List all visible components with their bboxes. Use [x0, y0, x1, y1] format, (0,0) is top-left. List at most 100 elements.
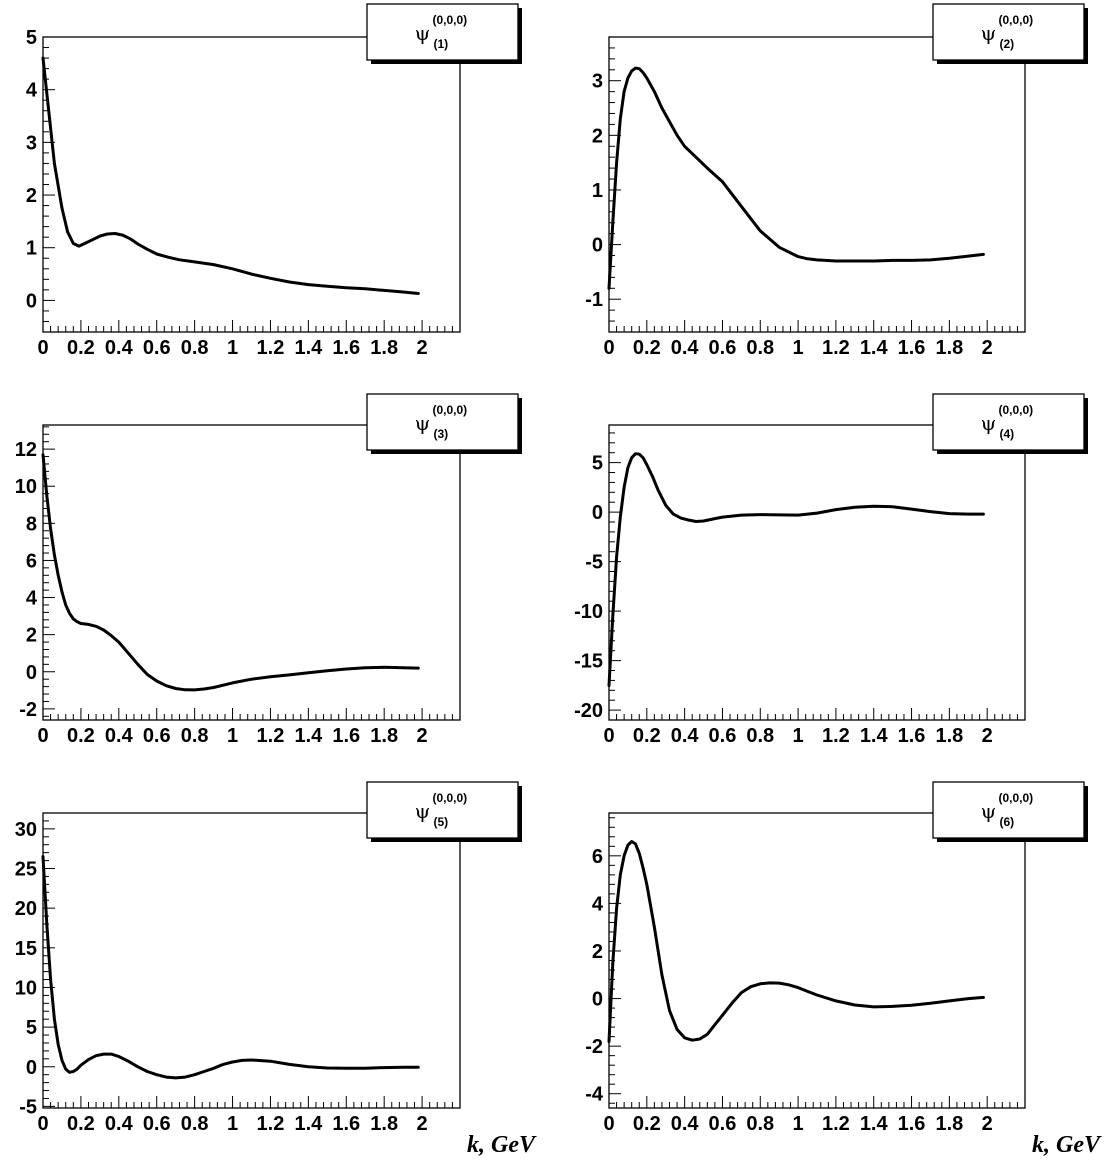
y-tick-label: 3	[26, 132, 37, 154]
legend-subscript: (4)	[1000, 427, 1015, 441]
legend-box	[932, 393, 1085, 451]
x-tick-label: 1	[793, 1113, 804, 1135]
x-tick-label: 0.4	[671, 725, 700, 747]
y-tick-label: 0	[26, 290, 37, 312]
x-tick-label: 0.8	[746, 725, 774, 747]
y-tick-label: 15	[15, 938, 37, 960]
x-tick-label: 0.6	[709, 1113, 737, 1135]
x-tick-label: 0.8	[181, 725, 209, 747]
x-tick-label: 0	[603, 1113, 614, 1135]
x-tick-label: 2	[982, 337, 993, 359]
legend-symbol: ψ	[981, 411, 997, 435]
x-tick-label: 0.8	[746, 337, 774, 359]
series-line	[607, 452, 985, 687]
x-tick-label: 2	[417, 725, 428, 747]
y-tick-label: 4	[592, 893, 604, 915]
x-axis-title: k, GeV	[467, 1132, 537, 1158]
y-tick-label: -15	[574, 651, 603, 673]
y-tick-label: 0	[26, 1057, 37, 1079]
x-tick-label: 1.6	[332, 725, 360, 747]
y-tick-label: 25	[15, 859, 37, 881]
legend-symbol: ψ	[981, 21, 997, 45]
x-tick-label: 0.6	[143, 337, 171, 359]
legend-superscript: (0,0,0)	[999, 403, 1034, 417]
y-tick-label: 12	[15, 439, 37, 461]
x-tick-label: 0.6	[709, 337, 737, 359]
y-tick-label: 6	[26, 550, 37, 572]
legend: ψ(0,0,0) (2)	[932, 3, 1088, 64]
y-tick-label: 20	[15, 898, 37, 920]
x-tick-label: 2	[417, 337, 428, 359]
x-tick-label: 1.8	[370, 1113, 398, 1135]
legend-superscript: (0,0,0)	[999, 13, 1034, 27]
legend: ψ(0,0,0) (4)	[932, 393, 1088, 454]
y-tick-label: -2	[585, 1036, 603, 1058]
x-tick-label: 0.2	[633, 337, 661, 359]
y-tick-label: 8	[26, 513, 37, 535]
x-tick-label: 1.4	[860, 1113, 889, 1135]
plot-frame	[42, 36, 461, 333]
legend-box	[932, 781, 1085, 839]
x-tick-label: 2	[982, 725, 993, 747]
x-tick-label: 0.2	[67, 725, 95, 747]
y-tick-label: 5	[592, 453, 603, 475]
legend-superscript: (0,0,0)	[433, 403, 468, 417]
x-tick-label: 0.4	[671, 337, 700, 359]
legend: ψ(0,0,0) (6)	[932, 781, 1088, 842]
y-tick-label: -4	[585, 1084, 604, 1106]
series-line	[41, 855, 420, 1080]
y-tick-label: 2	[26, 625, 37, 647]
x-tick-label: 0.8	[181, 337, 209, 359]
y-tick-label: 1	[592, 180, 603, 202]
series-line	[607, 66, 985, 290]
legend-subscript: (3)	[434, 427, 449, 441]
y-tick-label: 0	[592, 235, 603, 257]
series-line	[607, 840, 985, 1043]
legend-symbol: ψ	[415, 411, 431, 435]
x-tick-label: 0.8	[746, 1113, 774, 1135]
x-tick-label: 1.2	[822, 1113, 850, 1135]
legend-subscript: (2)	[1000, 37, 1015, 51]
y-tick-label: 0	[592, 502, 603, 524]
plot-frame	[608, 424, 1026, 721]
y-tick-label: -20	[574, 700, 603, 722]
x-tick-label: 1.2	[822, 725, 850, 747]
legend-subscript: (1)	[434, 37, 449, 51]
y-tick-label: -5	[19, 1096, 37, 1118]
legend: ψ(0,0,0) (5)	[366, 781, 522, 842]
x-tick-label: 1	[227, 337, 238, 359]
x-tick-label: 1.8	[935, 1113, 963, 1135]
x-tick-label: 0.2	[67, 1113, 95, 1135]
y-tick-label: 5	[26, 1017, 37, 1039]
x-tick-label: 0	[603, 725, 614, 747]
legend-box	[932, 3, 1085, 61]
x-tick-label: 1.4	[860, 337, 889, 359]
chart-panel-6: 0 0.2 0.4 0.6 0.8 1 1.2 1.4 1.6 1.8 2 -4 -2 0 2 4 6 ψ(0,0…	[585, 781, 1102, 1158]
y-tick-label: 4	[26, 588, 38, 610]
x-tick-label: 1.8	[370, 337, 398, 359]
x-tick-label: 1.2	[257, 1113, 285, 1135]
x-tick-label: 0	[37, 725, 48, 747]
legend-symbol: ψ	[415, 799, 431, 823]
y-tick-label: 10	[15, 476, 37, 498]
x-tick-label: 0.4	[105, 725, 134, 747]
x-tick-label: 0.2	[67, 337, 95, 359]
x-tick-label: 2	[417, 1113, 428, 1135]
x-tick-label: 1	[227, 1113, 238, 1135]
y-tick-label: 2	[592, 125, 603, 147]
y-tick-label: 10	[15, 977, 37, 999]
x-tick-label: 0.8	[181, 1113, 209, 1135]
y-tick-label: -5	[585, 552, 603, 574]
y-tick-label: 1	[26, 238, 37, 260]
legend: ψ(0,0,0) (3)	[366, 393, 522, 454]
x-tick-label: 0	[603, 337, 614, 359]
y-tick-label: 5	[26, 27, 37, 49]
x-tick-label: 1.2	[822, 337, 850, 359]
legend-subscript: (5)	[434, 815, 449, 829]
y-tick-label: 2	[26, 185, 37, 207]
chart-panel-5: 0 0.2 0.4 0.6 0.8 1 1.2 1.4 1.6 1.8 2-505101520253…	[15, 781, 537, 1158]
x-tick-label: 1.6	[898, 337, 926, 359]
x-tick-label: 0.2	[633, 1113, 661, 1135]
x-tick-label: 1.4	[294, 725, 323, 747]
